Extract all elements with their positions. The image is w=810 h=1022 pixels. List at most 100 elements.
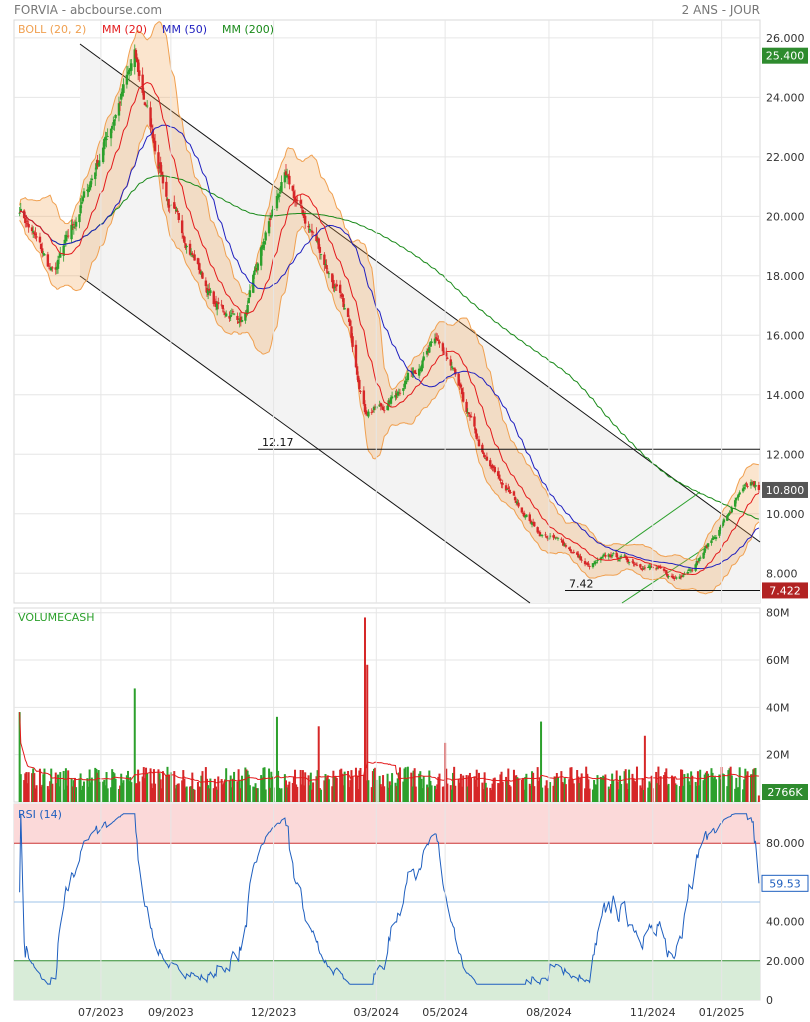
candle-body [283, 172, 287, 183]
volume-bar [246, 770, 249, 802]
volume-bar [734, 788, 737, 802]
volume-bar [315, 776, 318, 802]
candle-body [315, 233, 318, 242]
volume-bar [442, 786, 445, 802]
volume-bar [457, 778, 460, 802]
volume-bar [51, 783, 54, 802]
volume-bar [245, 769, 248, 802]
volume-bar [484, 782, 487, 802]
price-axis: 8.000 10.000 12.000 14.000 16.000 18.000 20.00… [762, 32, 808, 599]
candle-body [498, 474, 501, 479]
volume-bar [120, 773, 123, 802]
candle-body [697, 558, 701, 562]
volume-bar [492, 778, 495, 802]
candle-body [530, 522, 534, 525]
candle-body [183, 236, 186, 243]
volume-bar [189, 786, 192, 802]
volume-bar [269, 787, 272, 802]
volume-bar [493, 777, 496, 802]
candle-body [56, 259, 60, 269]
candle-body [25, 221, 28, 222]
low-price-tag: 7.422 [769, 584, 801, 597]
volume-bar [467, 775, 470, 802]
candle-body [26, 223, 29, 225]
bollinger-lower [19, 124, 760, 595]
candle-body [474, 428, 477, 434]
candle-body [695, 561, 698, 566]
volume-bar [57, 774, 60, 802]
candle-body [402, 388, 405, 391]
candle-body [217, 302, 220, 305]
volume-bar [339, 769, 342, 802]
volume-bar [324, 774, 327, 802]
volume-bar [152, 769, 155, 802]
candle-body [182, 235, 185, 238]
candle-body [501, 483, 504, 485]
volume-bar [722, 774, 725, 802]
candle-body [738, 492, 741, 495]
candle-body [475, 433, 478, 439]
volume-bar [271, 776, 274, 802]
volume-bar [398, 767, 401, 802]
volume-bar [506, 780, 509, 802]
candle-body [721, 522, 724, 527]
level-label: 12.17 [262, 436, 294, 449]
volume-bar [366, 664, 369, 802]
candle-body [167, 199, 170, 208]
volume-bar [33, 773, 36, 802]
volume-bar [154, 783, 157, 802]
candle-body [184, 243, 187, 249]
volume-bar [620, 784, 623, 802]
candle-body [201, 272, 204, 279]
volume-bar [743, 779, 746, 802]
volume-bar [406, 766, 409, 802]
candle-body [615, 552, 618, 558]
candle-body [153, 140, 157, 152]
volume-bar [453, 766, 456, 802]
candle-body [335, 284, 338, 287]
volume-bar [452, 772, 455, 802]
candle-body [136, 59, 140, 72]
legend-entry: MM (50) [162, 23, 207, 36]
volume-bar [239, 788, 242, 802]
candle-body [682, 575, 685, 577]
volume-bar [96, 772, 99, 802]
candle-body [728, 513, 731, 515]
volume-bar [215, 786, 218, 802]
candle-body [706, 543, 710, 547]
volume-bar [449, 785, 452, 802]
candle-body [285, 175, 289, 178]
volume-bar [291, 783, 294, 802]
candle-body [741, 488, 745, 492]
volume-bar [64, 768, 67, 802]
volume-bar [683, 774, 686, 802]
volume-bar [80, 789, 83, 802]
volume-bar [387, 787, 390, 802]
candle-body [30, 227, 34, 232]
volume-bar [719, 779, 722, 802]
volume-bar [327, 779, 330, 802]
volume-bar [119, 785, 122, 802]
volume-bar [525, 773, 528, 802]
candles [18, 44, 761, 581]
volume-bar [365, 780, 368, 802]
volume-bar [97, 770, 100, 802]
volume-bar [166, 766, 169, 802]
volume-bar [79, 773, 82, 802]
volume-bar [141, 776, 144, 802]
candle-body [105, 138, 108, 141]
candle-body [143, 102, 147, 106]
volume-bar [714, 779, 717, 802]
candle-body [733, 500, 737, 507]
volume-bar [46, 786, 49, 802]
volume-bar [728, 768, 731, 802]
volume-bar [454, 785, 457, 802]
volume-bar [757, 795, 760, 802]
volume-bar [584, 788, 587, 802]
volume-bar [27, 772, 30, 802]
rsi-overbought-zone [14, 804, 760, 844]
volume-bar [395, 785, 398, 802]
volume-bar [532, 772, 535, 802]
trend-channel-lower [79, 275, 531, 604]
volume-bar [300, 784, 303, 802]
